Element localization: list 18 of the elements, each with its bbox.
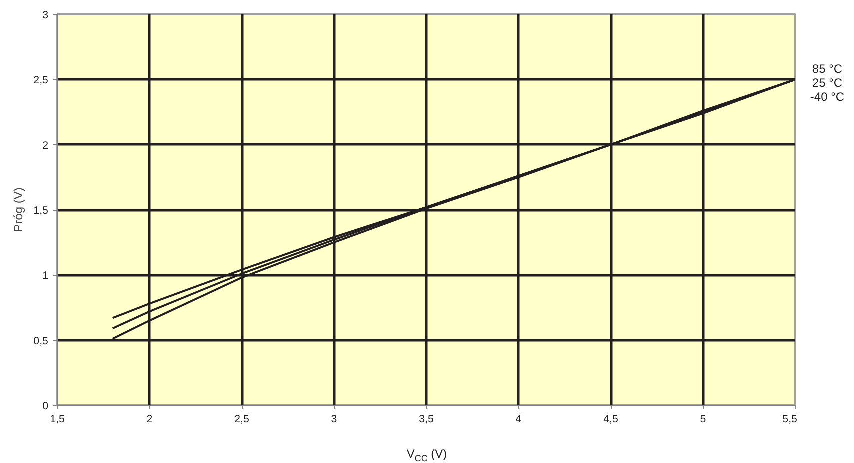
- x-tick-label: 2: [146, 414, 153, 426]
- y-axis-title: Próg (V): [12, 188, 26, 232]
- x-tick-label: 4: [516, 414, 522, 426]
- x-tick-label: 1,5: [50, 414, 65, 426]
- x-tick-label: 4,5: [604, 414, 618, 426]
- y-tick-label: 1,5: [34, 205, 49, 217]
- x-tick-label: 3: [331, 414, 338, 426]
- y-tick-label: 3: [42, 10, 49, 22]
- x-tick-label: 5,5: [782, 414, 798, 426]
- x-axis-title: V$_{CC}$ (V): [406, 446, 448, 463]
- y-tick-label: 2: [42, 140, 49, 152]
- x-tick-label: 2,5: [234, 414, 250, 426]
- x-tick-label: 5: [700, 414, 706, 426]
- y-tick-label: 0: [42, 400, 49, 412]
- y-tick-label: 1: [42, 270, 49, 282]
- y-tick-label: 0,5: [34, 335, 49, 348]
- y-tick-label: 2,5: [34, 74, 49, 87]
- x-tick-label: 3,5: [419, 414, 434, 426]
